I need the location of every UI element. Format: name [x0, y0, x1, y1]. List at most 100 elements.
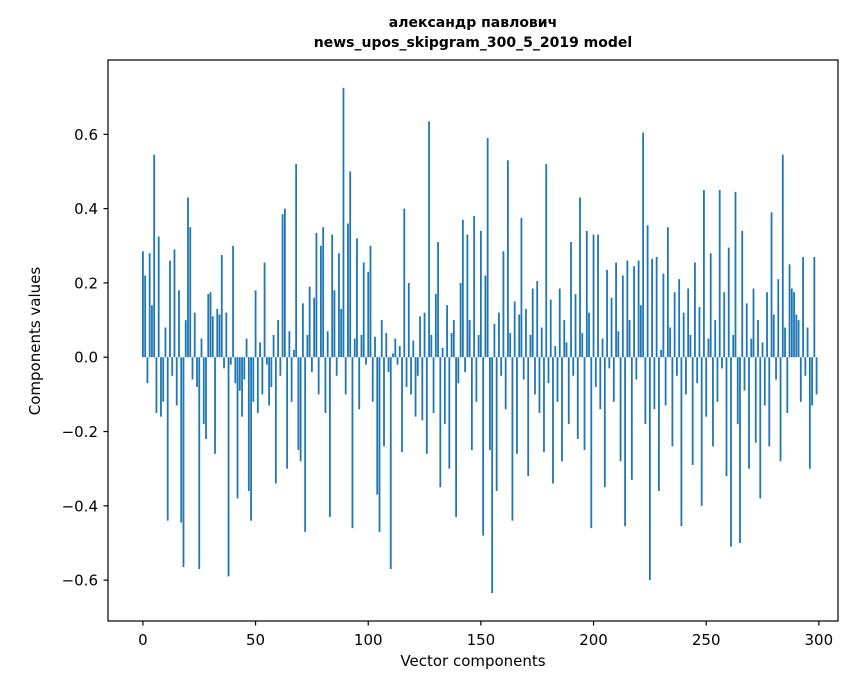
bar — [144, 275, 147, 358]
bar — [407, 282, 410, 358]
bar — [380, 320, 383, 358]
bar — [232, 245, 234, 358]
bar — [437, 242, 439, 358]
bar — [588, 312, 590, 358]
bar — [766, 292, 768, 358]
bar — [256, 357, 259, 413]
bar — [619, 357, 622, 462]
bar — [700, 357, 703, 506]
bar — [763, 357, 766, 406]
bar — [754, 357, 757, 443]
bar — [567, 357, 570, 425]
bar — [369, 245, 372, 358]
bar — [202, 357, 205, 425]
bar — [615, 262, 617, 358]
bar — [786, 357, 789, 413]
bar — [295, 164, 298, 358]
bar — [804, 357, 807, 376]
bar — [297, 357, 300, 451]
bar — [646, 225, 649, 358]
bar — [272, 334, 275, 358]
bar — [441, 347, 444, 358]
bar — [187, 197, 189, 358]
bar — [633, 266, 635, 358]
bar — [655, 256, 658, 358]
bar — [527, 357, 530, 477]
bar — [545, 164, 548, 358]
bar — [207, 294, 210, 358]
bar — [189, 227, 192, 358]
bar — [175, 357, 178, 406]
bar — [759, 357, 762, 499]
bar — [736, 357, 739, 425]
bar — [538, 357, 541, 413]
bar — [669, 327, 672, 358]
bar — [561, 357, 563, 462]
bar — [563, 320, 566, 358]
bar — [811, 357, 813, 406]
bar — [689, 334, 692, 358]
bar — [570, 242, 572, 358]
bar — [657, 357, 660, 491]
bar — [682, 312, 685, 358]
bar — [288, 331, 291, 358]
bar — [662, 273, 665, 358]
bar — [385, 333, 388, 358]
bar — [383, 357, 385, 447]
bar — [344, 357, 347, 395]
bar — [797, 320, 800, 358]
bar — [191, 357, 194, 380]
bar — [360, 334, 363, 358]
bar — [178, 290, 180, 358]
bar — [671, 357, 674, 447]
bar — [416, 357, 419, 376]
bar — [502, 251, 505, 358]
bar — [552, 357, 554, 484]
bar — [664, 357, 667, 406]
bar — [196, 357, 198, 387]
bar — [691, 357, 694, 465]
bar — [687, 288, 690, 358]
bar — [164, 327, 167, 358]
bar — [374, 336, 376, 358]
bar — [421, 357, 424, 421]
bar — [752, 288, 755, 358]
bar — [610, 297, 613, 358]
bar — [279, 357, 282, 376]
bar — [565, 342, 568, 358]
bar — [443, 357, 446, 425]
bar — [678, 279, 681, 358]
bar — [626, 260, 629, 358]
bar — [290, 357, 293, 402]
bar — [660, 349, 663, 358]
x-tick-label: 300 — [805, 631, 834, 649]
bar — [358, 357, 361, 410]
bar — [639, 305, 642, 358]
bar — [743, 357, 746, 391]
bar — [709, 253, 712, 358]
bar — [286, 357, 289, 469]
bar — [489, 357, 491, 451]
bar — [432, 357, 435, 413]
bar — [495, 357, 498, 491]
bar — [475, 357, 478, 402]
bar — [198, 357, 201, 569]
bar — [516, 357, 518, 454]
bar — [479, 230, 482, 358]
bar — [644, 357, 647, 425]
bar — [597, 234, 599, 358]
bar — [637, 260, 640, 358]
bar — [694, 262, 696, 358]
bar — [799, 357, 802, 402]
bar — [227, 357, 230, 577]
bar — [696, 357, 699, 384]
bar — [452, 320, 455, 358]
bar — [315, 232, 318, 358]
bar — [392, 353, 394, 358]
bar — [621, 275, 624, 358]
bar — [606, 269, 608, 358]
bar — [473, 216, 476, 358]
bar — [394, 338, 397, 358]
bar — [772, 314, 775, 358]
